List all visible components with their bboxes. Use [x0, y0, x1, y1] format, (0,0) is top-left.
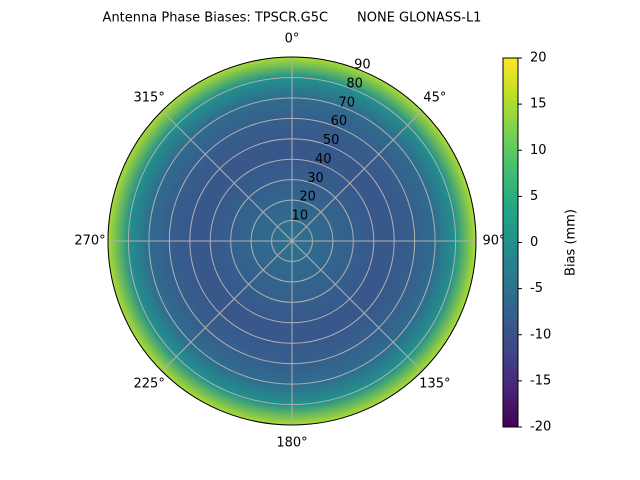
colorbar-tick-label: 10: [530, 143, 547, 158]
r-tick-label: 40: [315, 152, 332, 167]
colorbar-tick-label: -15: [530, 373, 551, 388]
colorbar-tick-label: 0: [530, 235, 538, 250]
theta-grid-line: [291, 240, 423, 372]
colorbar-tick-label: 5: [530, 189, 538, 204]
r-tick-label: 80: [346, 76, 363, 91]
theta-tick-label: 225°: [134, 376, 165, 391]
colorbar-tick-label: 15: [530, 97, 547, 112]
theta-tick-label: 270°: [74, 234, 105, 249]
r-grid-line: [230, 179, 354, 303]
colorbar-tick-label: -5: [530, 281, 543, 296]
theta-grid-line: [161, 240, 293, 372]
chart-title: Antenna Phase Biases: TPSCR.G5C NONE GLO…: [103, 11, 482, 26]
theta-tick-label: 135°: [419, 376, 450, 391]
r-tick-label: 70: [338, 95, 355, 110]
r-grid-line: [250, 199, 334, 283]
r-tick-label: 20: [299, 190, 316, 205]
theta-tick-label: 90°: [482, 234, 505, 249]
r-grid-line: [127, 76, 457, 406]
r-tick-label: 30: [307, 171, 324, 186]
polar-frame: [107, 56, 477, 426]
r-grid-line: [189, 138, 395, 344]
r-tick-label: 60: [331, 114, 348, 129]
theta-tick-label: 180°: [276, 436, 307, 451]
r-grid-line: [271, 220, 313, 262]
colorbar-label: Bias (mm): [564, 209, 579, 276]
theta-tick-label: 45°: [423, 91, 446, 106]
r-grid-line: [168, 117, 416, 365]
r-grid-line: [148, 97, 436, 385]
colorbar: [502, 57, 519, 428]
theta-tick-label: 315°: [134, 91, 165, 106]
r-tick-label: 90: [354, 58, 371, 73]
colorbar-tick-label: -10: [530, 327, 551, 342]
r-tick-label: 50: [323, 133, 340, 148]
colorbar-tick-label: 20: [530, 51, 547, 66]
theta-grid-line: [161, 110, 293, 242]
theta-grid-line: [291, 110, 423, 242]
r-grid-line: [209, 158, 375, 324]
r-tick-label: 10: [292, 209, 309, 224]
theta-tick-label: 0°: [285, 32, 300, 47]
colorbar-tick-label: -20: [530, 420, 551, 435]
